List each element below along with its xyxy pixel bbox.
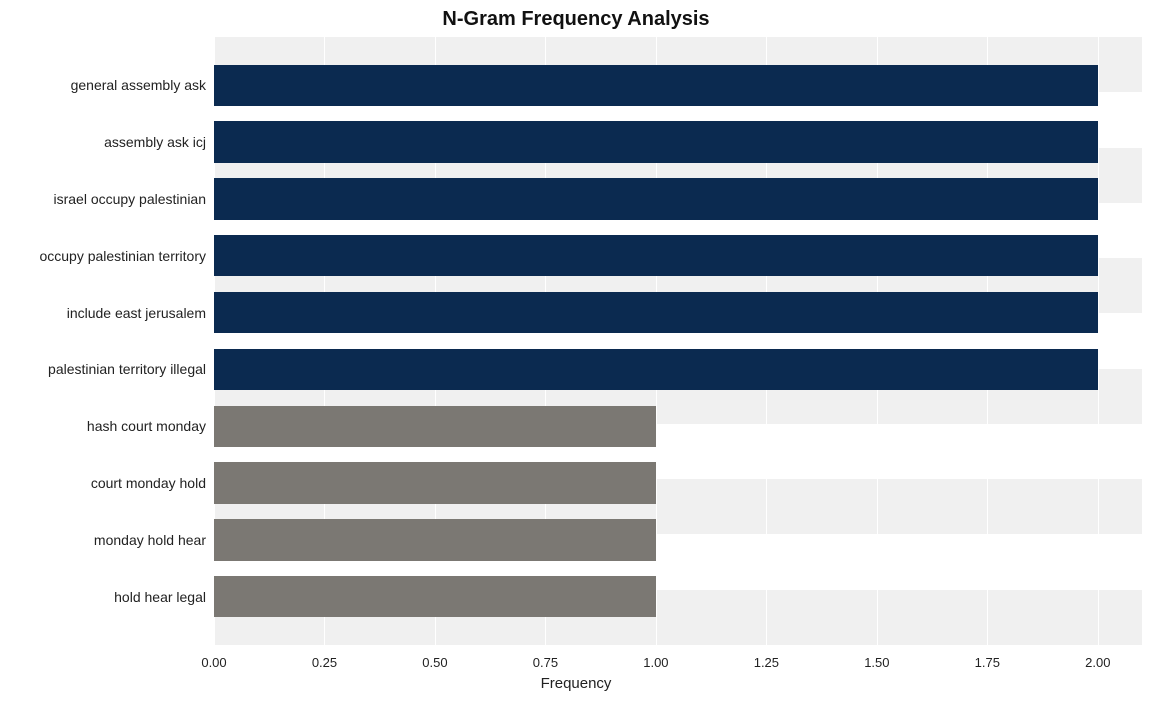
x-tick-label: 1.25 [754,645,779,670]
y-tick-label: general assembly ask [71,77,214,93]
y-tick-label: israel occupy palestinian [53,191,214,207]
grid-line [1098,37,1099,645]
y-tick-label: occupy palestinian territory [39,248,214,264]
ngram-frequency-chart: N-Gram Frequency Analysis general assemb… [0,0,1152,701]
x-axis-label: Frequency [0,675,1152,692]
bar [214,576,656,617]
bar [214,349,1098,390]
x-tick-label: 1.00 [643,645,668,670]
y-tick-label: monday hold hear [94,532,214,548]
bar [214,519,656,560]
y-tick-label: palestinian territory illegal [48,361,214,377]
x-tick-label: 0.00 [201,645,226,670]
bar [214,292,1098,333]
x-tick-label: 0.50 [422,645,447,670]
bar [214,65,1098,106]
y-tick-label: assembly ask icj [104,134,214,150]
y-tick-label: hash court monday [87,418,214,434]
bar [214,406,656,447]
y-tick-label: include east jerusalem [67,305,214,321]
plot-area: general assembly askassembly ask icjisra… [214,37,1142,645]
x-tick-label: 2.00 [1085,645,1110,670]
x-tick-label: 0.25 [312,645,337,670]
y-tick-label: court monday hold [91,475,214,491]
x-tick-label: 1.50 [864,645,889,670]
bar [214,121,1098,162]
bar [214,462,656,503]
x-tick-label: 1.75 [975,645,1000,670]
chart-title: N-Gram Frequency Analysis [0,8,1152,31]
bar [214,178,1098,219]
x-tick-label: 0.75 [533,645,558,670]
bar [214,235,1098,276]
y-tick-label: hold hear legal [114,589,214,605]
